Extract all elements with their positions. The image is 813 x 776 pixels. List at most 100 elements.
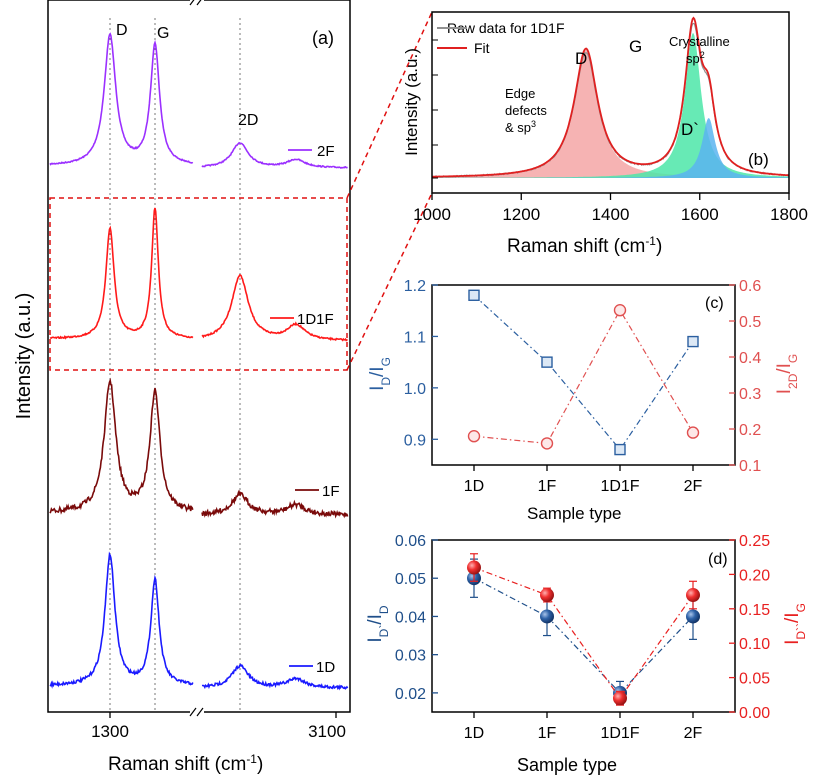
panel-c-rtick-label-0.4: 0.4 [739,350,761,367]
legend-2f-label: 2F [317,143,335,160]
xtick-label-3100: 3100 [308,722,346,741]
panel-d-series-0-point-1 [540,609,554,624]
panel-b-xtick-label-1200: 1200 [502,205,540,224]
panel-c-plot [467,289,700,456]
zoom-connector-top [346,11,433,199]
panel-c-ylabel-left: ID/IG [367,357,393,391]
trace-1d1f-right [201,273,348,342]
panel-d-xtick-label-2F: 2F [684,725,703,742]
panel-b-xticks: 1000 1200 1400 1600 1800 [413,193,808,224]
trace-2f-right [201,141,348,169]
panel-d-plot [467,553,700,706]
panel-c-series-1-point-0 [467,430,481,443]
panel-c-series-0-point-1 [541,356,553,368]
panel-b-xtick-label-1800: 1800 [770,205,808,224]
panel-b-annot-edge-1: Edge [505,86,535,101]
panel-d-ylabel-right: ID``/IG [782,603,808,645]
panel-d-series-0-point-3 [686,609,700,624]
panel-d-series-1-point-1 [540,588,554,603]
panel-c-xtick-label-1D: 1D [464,478,484,495]
xtick-label-1300: 1300 [91,722,129,741]
panel-c-ltick-label-1.1: 1.1 [404,329,426,346]
panel-c-axes: 0.91.01.11.20.10.20.30.40.50.61D 1F 1D1F 2F [404,278,762,495]
panel-c-xtick-label-1D1F: 1D1F [600,478,639,495]
panel-b-annot-g: G [629,37,642,56]
panel-d-label: (d) [708,551,728,568]
panel-c-series-0-point-2 [614,443,626,456]
legend-1f: 1F [295,483,340,500]
zoom-highlight-box [49,197,348,371]
legend-1d1f: 1D1F [270,311,334,328]
trace-1f-right [201,489,349,519]
panel-c-ltick-label-1.0: 1.0 [404,381,426,398]
peak-label-2d: 2D [238,112,258,129]
trace-1f-left [49,377,194,515]
panel-b-annot-cryst-2: sp2 [686,50,705,66]
panel-d-xlabel: Sample type [517,755,617,775]
legend-1d: 1D [289,659,335,676]
panel-d-ltick-label-0.04: 0.04 [395,609,426,626]
panel-b-legend-raw: Raw data for 1D1F [447,20,565,36]
panel-d-rtick-label-0.05: 0.05 [739,671,770,688]
legend-1f-label: 1F [322,483,340,500]
panel-d-ltick-label-0.02: 0.02 [395,686,426,703]
panel-a: 1300 3100 Raman shift (cm-1) Intensity (… [13,0,351,775]
panel-d-ltick-label-0.05: 0.05 [395,571,426,588]
panel-d-rtick-label-0.20: 0.20 [739,567,770,584]
panel-d-rtick-label-0.25: 0.25 [739,533,770,550]
panel-b-annot-dprime: D` [681,120,699,139]
axis-break-bottom [189,707,204,717]
panel-a-xlabel: Raman shift (cm-1) [108,752,263,775]
panel-d-ltick-label-0.03: 0.03 [395,648,426,665]
peak-label-d: D [116,22,128,39]
panel-d-xtick-label-1D: 1D [464,725,484,742]
panel-d-series-0-line [473,577,694,694]
panel-c-xtick-label-1F: 1F [538,478,557,495]
panel-d-series-1-point-3 [686,588,700,603]
panel-a-frame [47,0,351,713]
fit-peak-d [432,50,789,178]
fit-line [431,16,790,178]
panel-b: 1000 1200 1400 1600 1800 Raw data for 1D1F F… [402,11,808,257]
panel-b-label: (b) [748,150,769,169]
panel-c-series-1-point-2 [613,304,627,317]
panel-c-frame [431,284,736,466]
panel-b-fit-fills [432,33,789,178]
panel-c-rtick-label-0.5: 0.5 [739,314,761,331]
trace-1d-right [201,663,349,691]
panel-c-rtick-label-0.1: 0.1 [739,458,761,475]
panel-d-series-1-point-2 [613,691,627,706]
panel-b-annot-edge-2: defects [505,103,547,118]
panel-d-ylabel-left: ID`/ID [365,605,391,643]
legend-1d1f-label: 1D1F [297,311,334,328]
spectra-traces [49,32,349,691]
fit-peak-g [432,33,789,178]
panel-d-axes: 0.02 0.03 0.04 0.05 0.06 0.00 0.05 0.10 0.15 0.20… [395,533,770,742]
panel-c-ltick-label-1.2: 1.2 [404,278,426,295]
panel-c-series-0-point-0 [468,289,480,301]
legend-1d-label: 1D [316,659,335,676]
panel-c-rtick-label-0.2: 0.2 [739,422,761,439]
panel-b-xlabel: Raman shift (cm-1) [507,234,662,257]
trace-1d1f-left [49,207,194,340]
panel-d-xtick-label-1F: 1F [538,725,557,742]
zoom-connector-bottom [346,192,433,371]
panel-d-xtick-label-1D1F: 1D1F [600,725,639,742]
panel-b-legend-fit: Fit [474,40,490,56]
panel-c-ltick-label-0.9: 0.9 [404,432,426,449]
panel-c-rtick-label-0.6: 0.6 [739,278,761,295]
panel-c-series-0-point-3 [687,335,699,348]
legend-2f: 2F [288,143,335,160]
panel-d: 0.02 0.03 0.04 0.05 0.06 0.00 0.05 0.10 0.15 0.20… [365,533,808,775]
axis-break-top [189,0,204,6]
panel-c-series-1-point-3 [686,426,700,439]
panel-d-ltick-label-0.06: 0.06 [395,533,426,550]
panel-d-series-1-line [473,566,694,700]
panel-c-rtick-label-0.3: 0.3 [739,386,761,403]
panel-d-rtick-label-0.10: 0.10 [739,636,770,653]
panel-d-frame [431,539,736,713]
panel-c-series-1-line [473,308,694,445]
trace-1d-left [49,551,194,689]
panel-c-series-1-point-1 [540,437,554,450]
